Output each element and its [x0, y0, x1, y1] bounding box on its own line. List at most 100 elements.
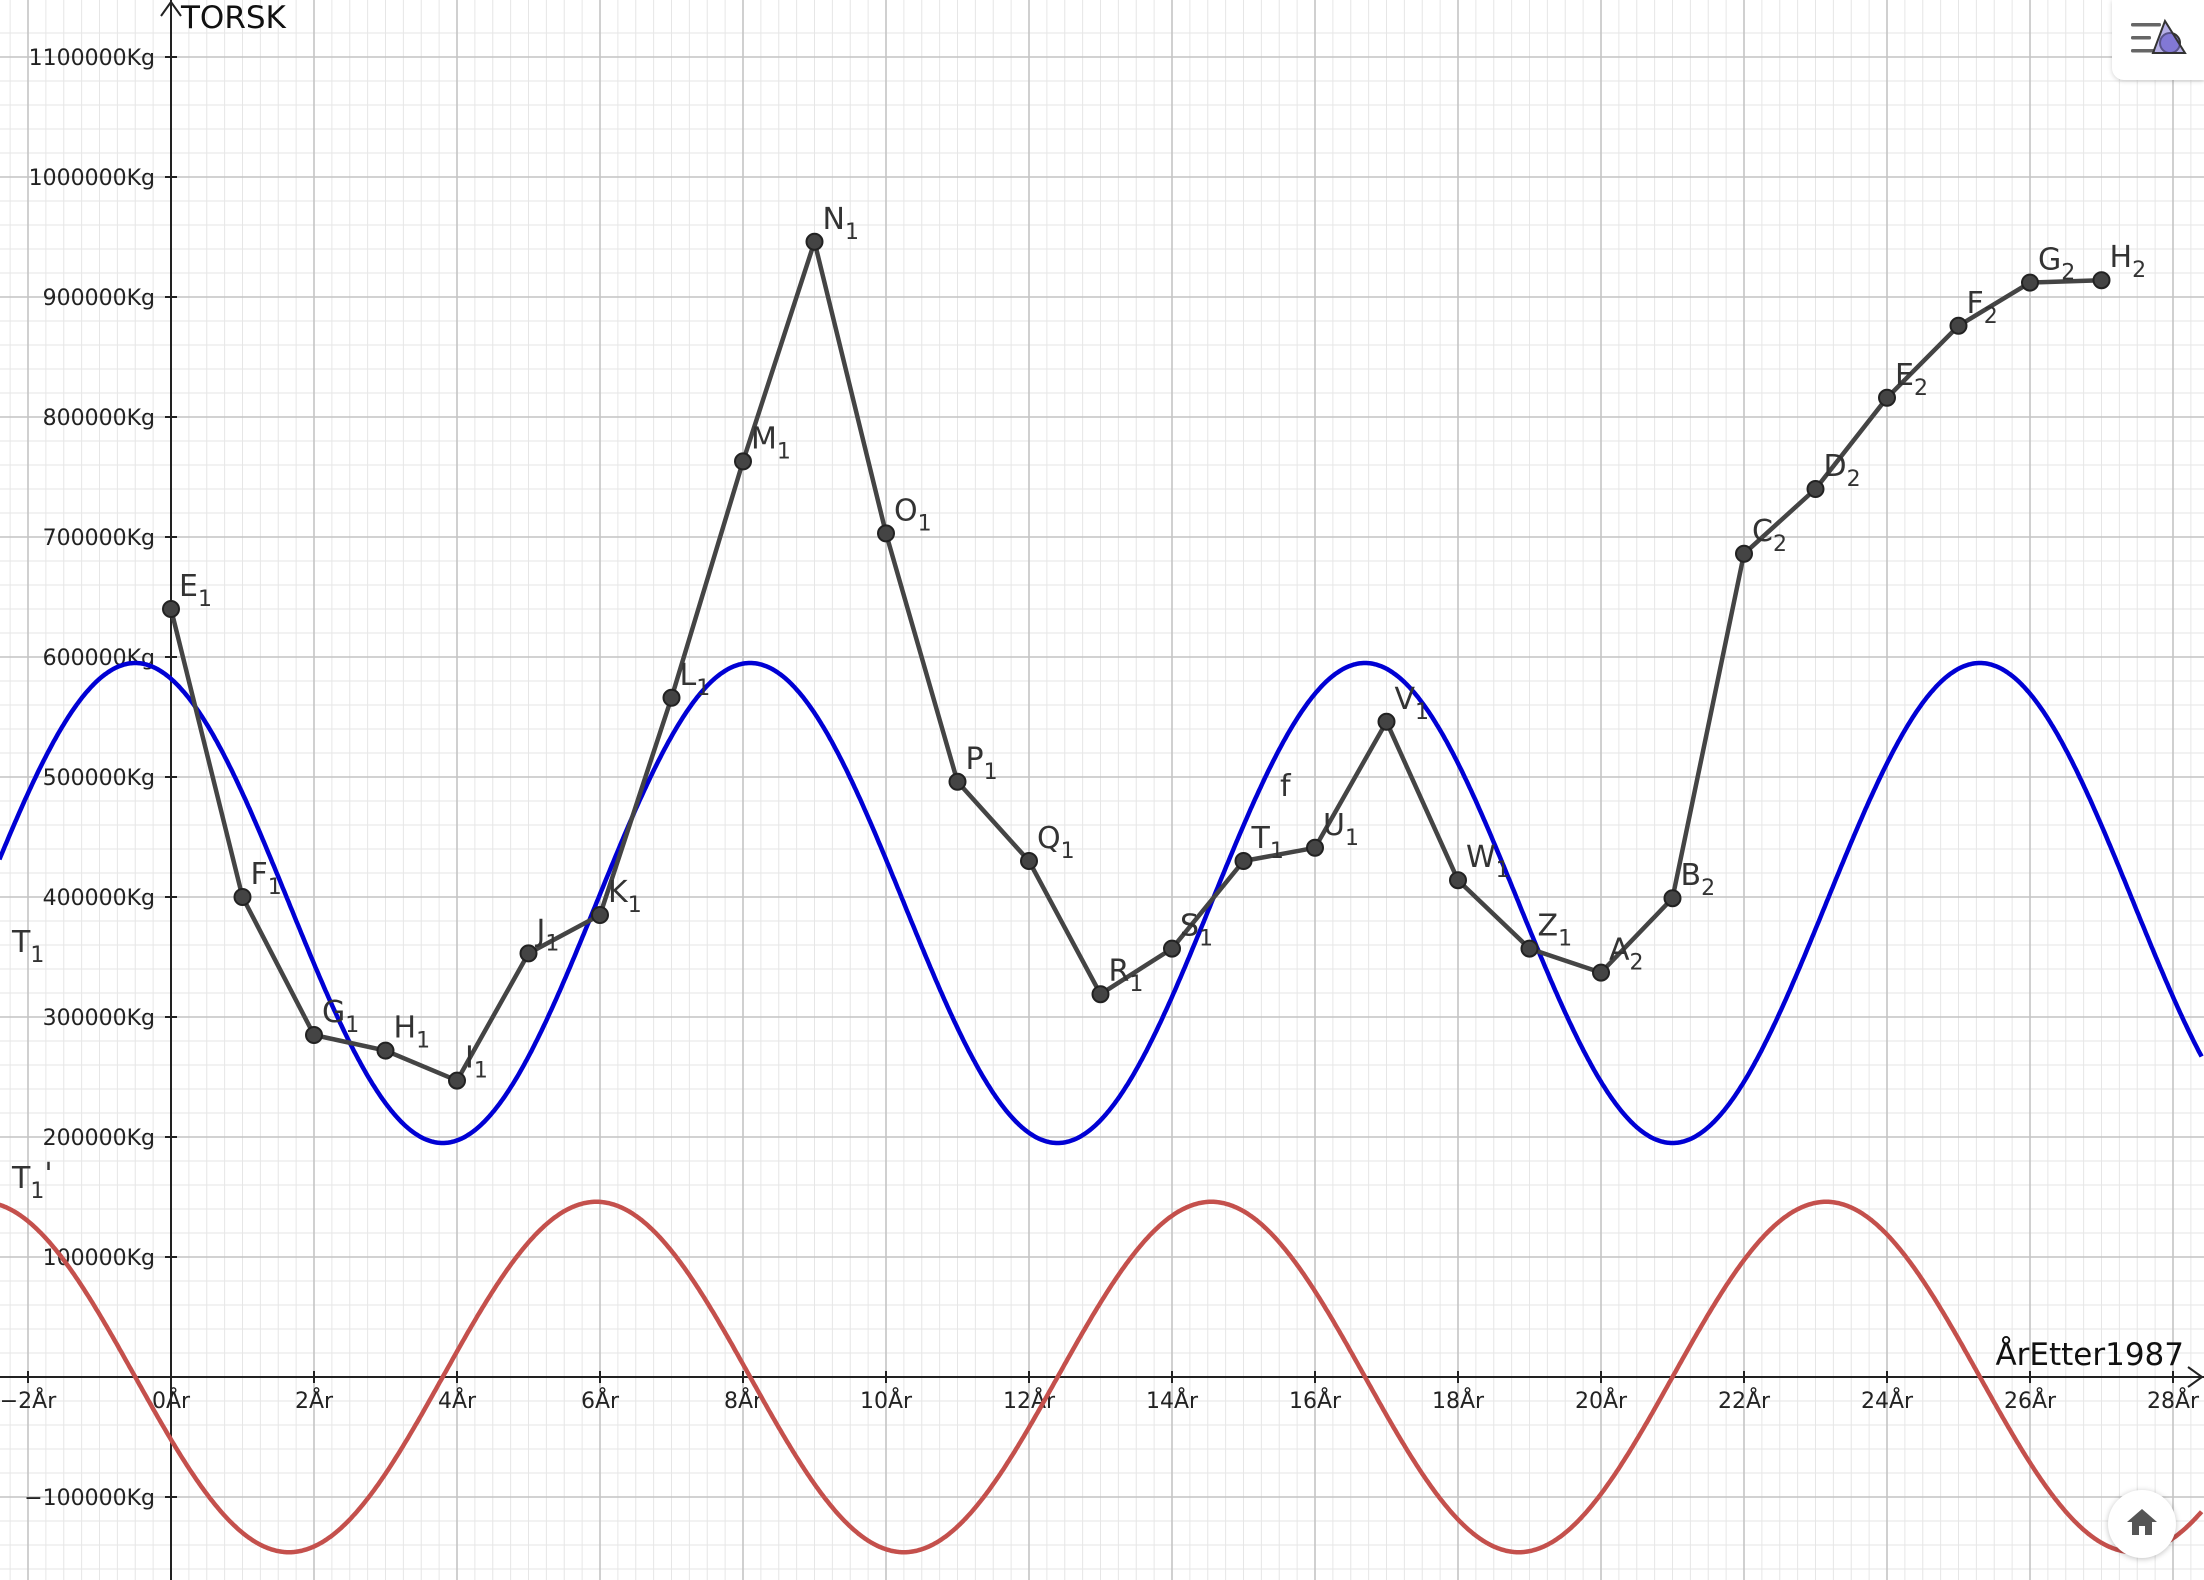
y-axis-ticks: −100000Kg 100000Kg 200000Kg 300000Kg 400000K… [24, 46, 177, 1511]
point-label-U1: U1 [1323, 808, 1359, 851]
x-tick-label: 10År [860, 1387, 913, 1414]
y-tick-label: 700000Kg [43, 526, 155, 551]
point-labels: T1 T1' f E1 F1 G1 H1 I1 J1 K1 L1 M1 N1 O1 P1 Q1 R1 S1 T1 U1… [11, 202, 2146, 1204]
point-label-D2: D2 [1824, 449, 1861, 492]
y-tick-label: 200000Kg [43, 1126, 155, 1151]
x-tick-label: 24År [1861, 1387, 1914, 1414]
point-label-Z1: Z1 [1538, 909, 1573, 952]
point-T1 [1234, 852, 1253, 870]
polyline-label-f: f [1280, 769, 1292, 804]
point-S1 [1163, 939, 1181, 958]
y-tick-label: 800000Kg [43, 406, 155, 431]
point-J1 [519, 944, 538, 963]
graphics-style-bar-icon [2127, 15, 2189, 66]
point-U1 [1306, 838, 1324, 857]
data-points [162, 232, 2111, 1090]
point-D2 [1806, 480, 1825, 498]
y-tick-label: 1000000Kg [29, 166, 155, 191]
y-axis-label: TORSK [180, 0, 287, 36]
point-label-H1: H1 [394, 1011, 431, 1054]
point-label-F1: F1 [251, 857, 282, 900]
point-label-W1: W1 [1466, 840, 1510, 883]
point-Q1 [1020, 852, 1038, 870]
point-H1 [376, 1041, 395, 1060]
curve-T1 [0, 660, 2204, 1146]
point-label-V1: V1 [1395, 682, 1430, 725]
point-label-L1: L1 [680, 658, 711, 701]
x-tick-label: 14År [1146, 1387, 1199, 1414]
point-label-M1: M1 [751, 421, 791, 464]
point-I1 [448, 1071, 466, 1090]
point-E1 [162, 600, 180, 618]
point-label-O1: O1 [894, 493, 932, 536]
point-label-P1: P1 [966, 742, 998, 785]
point-label-E1: E1 [179, 569, 212, 612]
y-axis-arrow [160, 0, 182, 17]
curve-label-T1-derivative: T1' [11, 1157, 53, 1204]
function-curves [0, 660, 2204, 1555]
x-axis-arrow [2187, 1366, 2204, 1388]
data-polyline [168, 239, 2102, 1083]
point-G2 [2021, 273, 2039, 292]
y-tick-label: −100000Kg [24, 1486, 155, 1511]
point-label-B2: B2 [1681, 858, 1716, 901]
y-tick-label: 600000Kg [43, 646, 155, 671]
y-tick-label: 900000Kg [43, 286, 155, 311]
point-K1 [591, 906, 609, 924]
y-tick-label: 1100000Kg [29, 46, 155, 71]
point-E2 [1878, 388, 1896, 407]
point-F1 [233, 888, 252, 906]
point-label-E2: E2 [1895, 358, 1928, 401]
point-label-Q1: Q1 [1037, 821, 1075, 864]
point-P1 [948, 772, 967, 791]
home-icon [2125, 1507, 2159, 1542]
point-O1 [877, 524, 895, 543]
x-tick-label: 28År [2147, 1387, 2200, 1414]
polyline-f [168, 239, 2102, 1083]
x-tick-label: 20År [1575, 1387, 1628, 1414]
curve-label-T1: T1 [11, 925, 44, 968]
standard-view-home-button[interactable] [2108, 1490, 2176, 1558]
point-B2 [1663, 889, 1682, 908]
x-axis-label: ÅrEtter1987 [1995, 1337, 2184, 1373]
point-V1 [1377, 712, 1396, 731]
x-tick-label: 2År [295, 1387, 334, 1414]
point-label-J1: J1 [535, 913, 560, 956]
point-label-A2: A2 [1609, 933, 1644, 976]
x-tick-label: 6År [581, 1387, 620, 1414]
y-tick-label: 500000Kg [43, 766, 155, 791]
point-N1 [805, 232, 824, 251]
x-tick-label: 18År [1432, 1387, 1485, 1414]
point-label-K1: K1 [608, 875, 642, 918]
y-tick-label: 300000Kg [43, 1006, 155, 1031]
point-label-R1: R1 [1109, 954, 1144, 997]
x-tick-label: 26År [2004, 1387, 2057, 1414]
point-label-N1: N1 [823, 202, 859, 245]
point-label-G1: G1 [322, 995, 359, 1038]
style-bar-toggle-button[interactable] [2112, 0, 2204, 80]
point-Z1 [1520, 939, 1539, 958]
point-G1 [305, 1026, 323, 1044]
point-label-G2: G2 [2038, 243, 2075, 286]
point-label-F2: F2 [1967, 286, 1998, 329]
point-H2 [2092, 271, 2111, 290]
point-C2 [1735, 544, 1753, 563]
point-R1 [1091, 985, 1110, 1004]
curve-T1-derivative [0, 1199, 2204, 1555]
point-M1 [734, 452, 752, 471]
point-label-I1: I1 [465, 1041, 488, 1084]
y-tick-label: 100000Kg [43, 1246, 155, 1271]
point-label-T1: T1 [1251, 821, 1284, 864]
x-tick-label: 4År [438, 1387, 477, 1414]
y-tick-label: 400000Kg [43, 886, 155, 911]
point-W1 [1449, 871, 1467, 890]
x-tick-label: 0År [152, 1387, 191, 1414]
x-axis-ticks: −2År 0År 2År 4År 6År 8År 10År 12År 14År 16År 18År 2… [0, 1371, 2200, 1414]
point-F2 [1949, 316, 1968, 335]
point-label-H2: H2 [2110, 240, 2147, 283]
point-label-C2: C2 [1752, 514, 1787, 557]
point-L1 [662, 688, 681, 707]
